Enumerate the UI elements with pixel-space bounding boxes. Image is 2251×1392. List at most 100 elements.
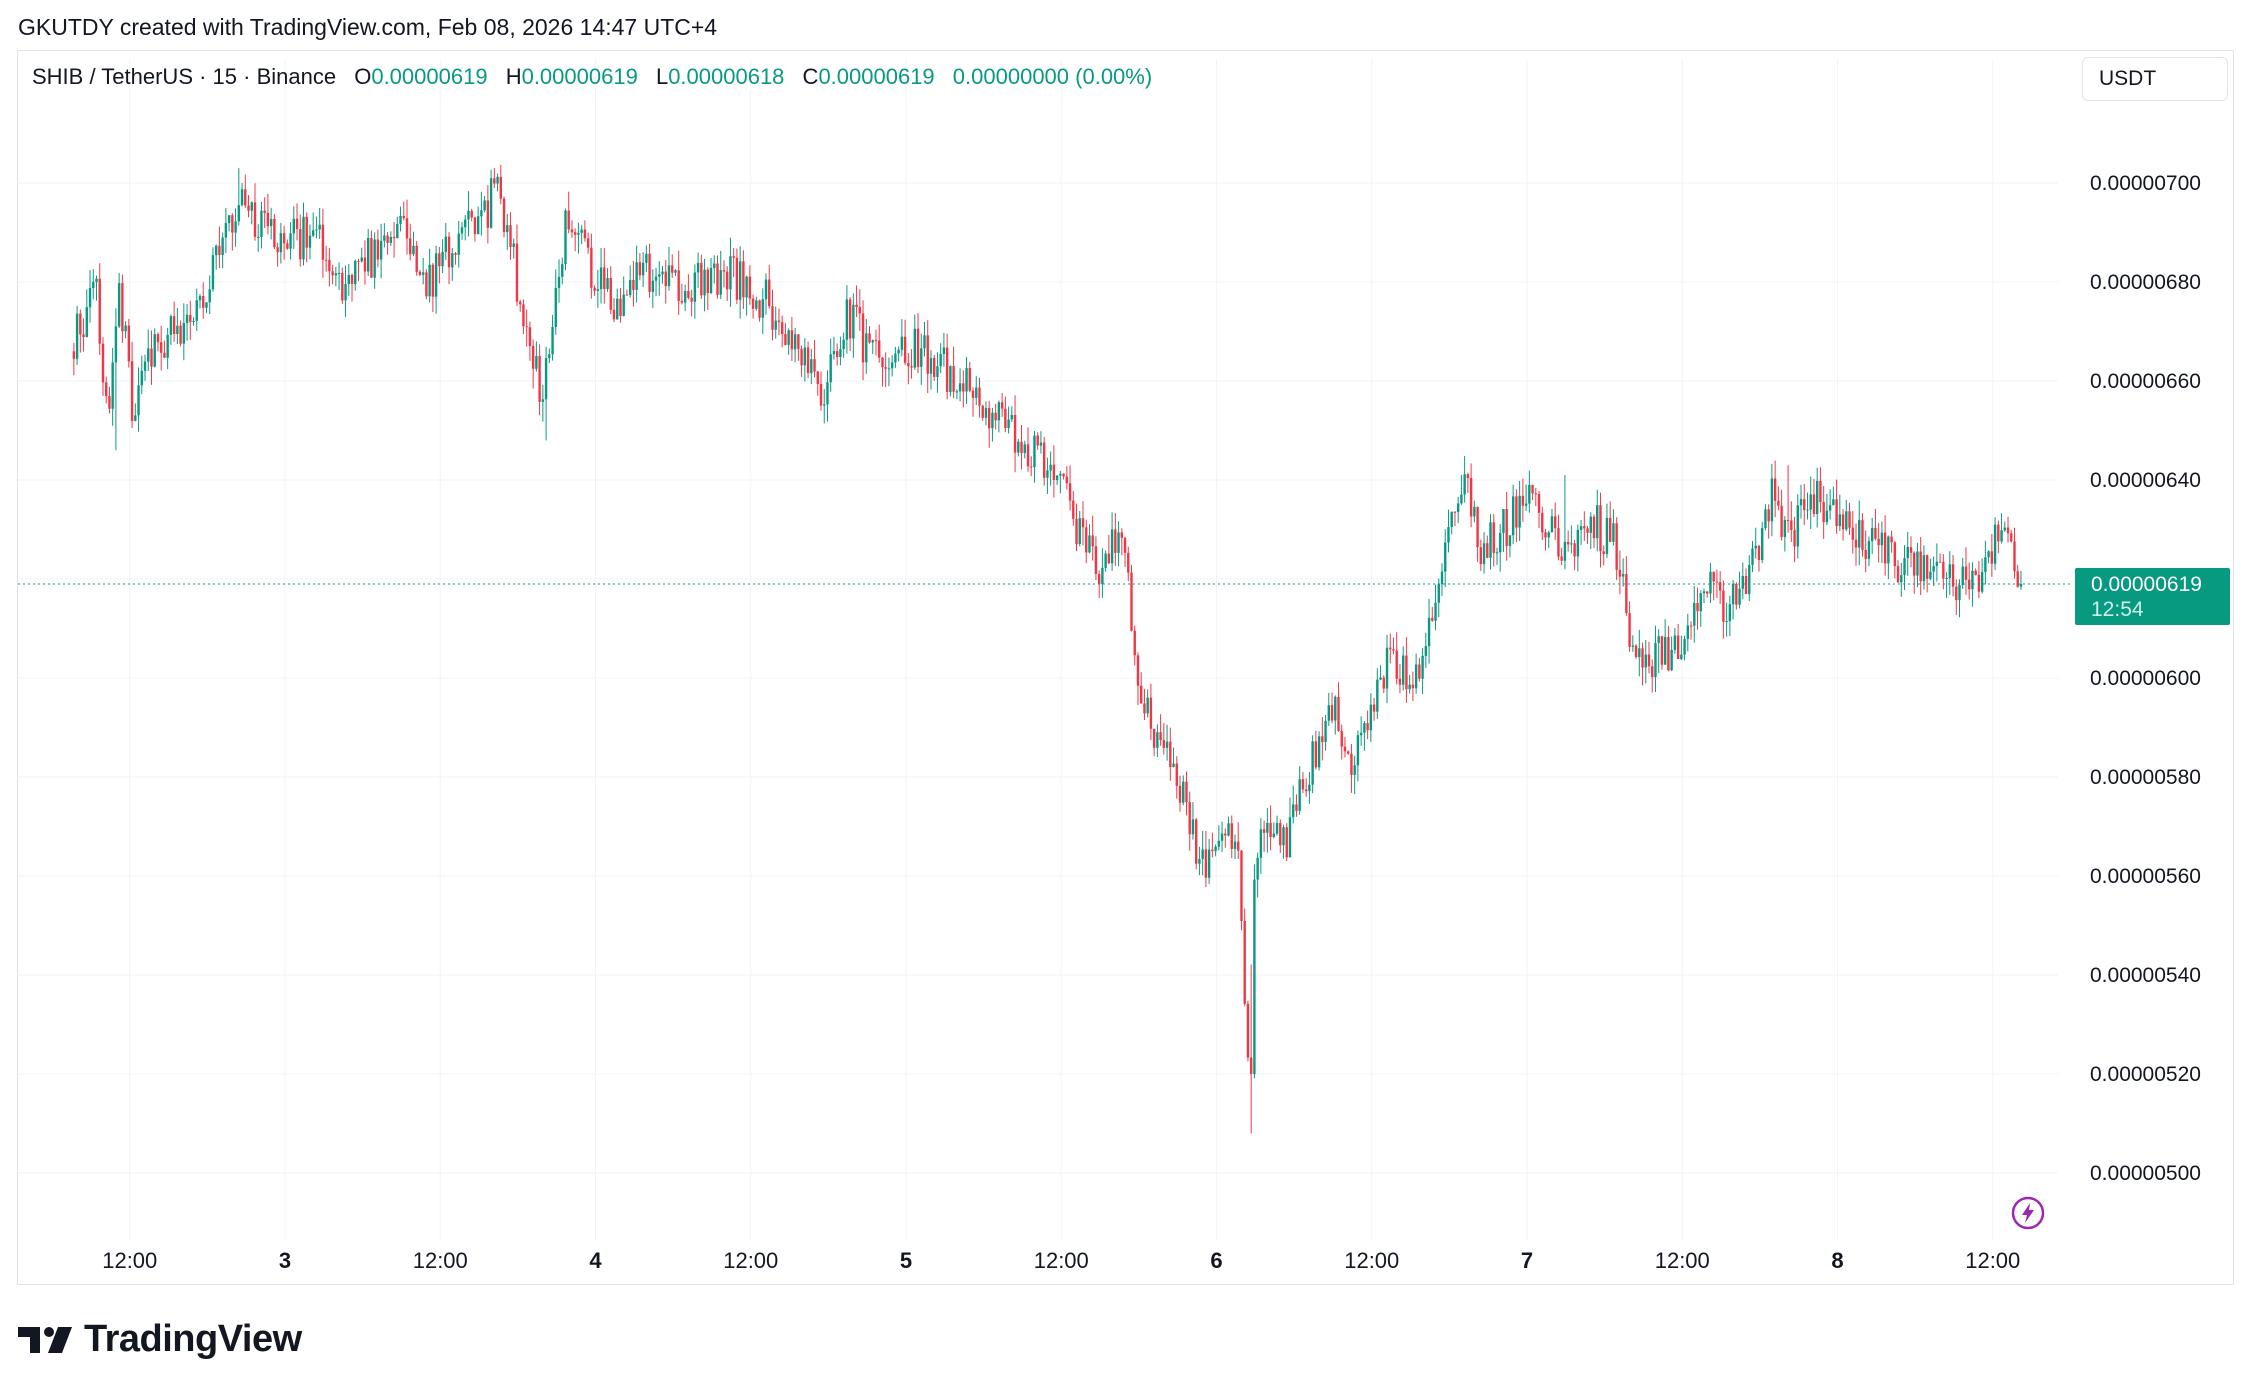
candle-body bbox=[1110, 529, 1114, 564]
candle bbox=[1204, 830, 1208, 888]
candle-body bbox=[1748, 564, 1751, 595]
candle-body bbox=[1560, 556, 1563, 561]
candle bbox=[835, 343, 839, 366]
candle-body bbox=[1657, 636, 1660, 643]
candle bbox=[1185, 771, 1188, 816]
candle-body bbox=[645, 253, 648, 263]
candle-body bbox=[363, 257, 367, 272]
candle bbox=[1444, 529, 1447, 588]
tradingview-logo[interactable]: TradingView bbox=[18, 1318, 302, 1361]
candle-body bbox=[163, 352, 166, 358]
candle bbox=[1883, 515, 1887, 576]
candle-body bbox=[1680, 654, 1683, 659]
candle bbox=[286, 239, 289, 250]
candle-body bbox=[1554, 516, 1557, 529]
candle-body bbox=[1033, 435, 1036, 468]
candle bbox=[949, 365, 952, 397]
candle bbox=[176, 307, 179, 345]
candle bbox=[1518, 480, 1521, 541]
candle bbox=[606, 268, 609, 292]
candle bbox=[1644, 640, 1647, 684]
candle-body bbox=[1340, 730, 1343, 747]
candle-body bbox=[1751, 548, 1754, 565]
candle-body bbox=[1279, 823, 1282, 846]
candle-body bbox=[1282, 827, 1285, 846]
candle-body bbox=[1317, 736, 1321, 768]
candle-body bbox=[916, 328, 920, 367]
candle bbox=[1851, 510, 1854, 554]
candle bbox=[143, 354, 147, 381]
candle bbox=[1715, 569, 1719, 598]
candle-body bbox=[1495, 552, 1499, 554]
candle-body bbox=[709, 267, 713, 293]
candle-body bbox=[1104, 553, 1107, 568]
candle-body bbox=[1285, 827, 1288, 858]
candle-body bbox=[360, 257, 363, 262]
candle-body bbox=[1188, 802, 1191, 835]
candle bbox=[593, 285, 596, 296]
candle-body bbox=[1224, 833, 1227, 836]
candle-body bbox=[1476, 506, 1479, 548]
candle-body bbox=[1159, 732, 1162, 741]
candle-body bbox=[451, 253, 454, 268]
candle bbox=[1414, 653, 1418, 694]
candle bbox=[1615, 517, 1618, 581]
candle bbox=[1602, 545, 1605, 566]
candle-body bbox=[978, 387, 981, 406]
candle-body bbox=[1793, 530, 1796, 547]
candle bbox=[881, 356, 884, 387]
candle-body bbox=[195, 300, 198, 321]
candle bbox=[897, 346, 900, 362]
candle bbox=[1867, 536, 1871, 567]
candle bbox=[1583, 511, 1586, 541]
candle bbox=[632, 261, 635, 307]
candle bbox=[1356, 730, 1360, 782]
candle-body bbox=[140, 370, 143, 386]
candle-body bbox=[1347, 751, 1350, 754]
candle bbox=[159, 325, 163, 371]
candle-body bbox=[1770, 478, 1774, 522]
candle bbox=[696, 252, 700, 288]
candle-body bbox=[729, 256, 732, 290]
candle bbox=[1237, 822, 1240, 860]
candle bbox=[1845, 499, 1848, 532]
candle-body bbox=[955, 391, 959, 393]
candle-body bbox=[312, 230, 315, 236]
candle-body bbox=[1825, 510, 1829, 523]
candle bbox=[1838, 494, 1842, 531]
candle-body bbox=[1440, 571, 1444, 585]
candle bbox=[250, 201, 253, 225]
candle-body bbox=[580, 229, 583, 233]
candle bbox=[1398, 663, 1402, 694]
candle-body bbox=[1486, 543, 1489, 558]
currency-selector[interactable]: USDT bbox=[2082, 57, 2228, 101]
candle bbox=[1165, 724, 1169, 761]
candle bbox=[1621, 558, 1625, 587]
candle-body bbox=[1499, 532, 1502, 553]
candle-body bbox=[130, 361, 134, 421]
candle bbox=[72, 342, 76, 376]
candle bbox=[1359, 716, 1363, 746]
candle-body bbox=[1401, 655, 1405, 685]
candle-body bbox=[473, 217, 477, 235]
candle-body bbox=[874, 340, 878, 342]
candle-body bbox=[1301, 779, 1305, 790]
candle-body bbox=[2019, 583, 2023, 587]
candle bbox=[1909, 536, 1913, 568]
candle-body bbox=[1877, 538, 1880, 546]
candle-body bbox=[208, 289, 211, 303]
candle bbox=[1372, 697, 1376, 721]
candle-body bbox=[567, 210, 570, 230]
candle-body bbox=[1136, 655, 1140, 686]
candle bbox=[1505, 491, 1508, 561]
candle bbox=[1544, 528, 1547, 551]
lightning-icon[interactable] bbox=[2011, 1196, 2045, 1230]
candle bbox=[1292, 785, 1295, 824]
candle-body bbox=[1198, 859, 1201, 864]
candle-body bbox=[1608, 517, 1612, 542]
candle-body bbox=[1667, 636, 1670, 671]
candle-body bbox=[787, 330, 790, 345]
candle-body bbox=[370, 237, 373, 278]
x-tick-label: 12:00 bbox=[1034, 1248, 1089, 1273]
